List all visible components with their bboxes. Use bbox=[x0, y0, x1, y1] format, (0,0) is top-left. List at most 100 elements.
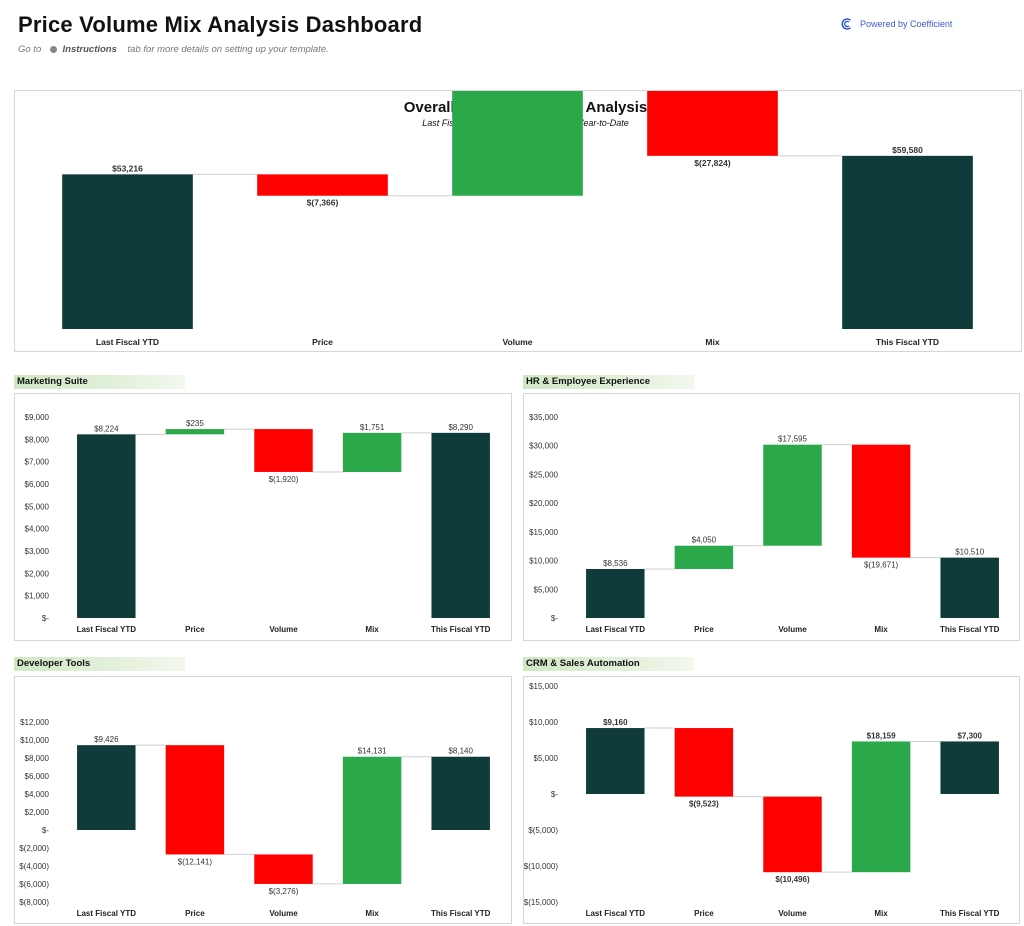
data-label: $8,290 bbox=[448, 423, 473, 432]
y-tick-label: $7,000 bbox=[25, 458, 50, 467]
y-tick-label: $6,000 bbox=[25, 480, 50, 489]
category-label: Price bbox=[694, 909, 714, 918]
instructions-link[interactable]: Instructions bbox=[62, 44, 117, 55]
section-label-hr: HR & Employee Experience bbox=[523, 375, 694, 389]
y-tick-label: $9,000 bbox=[25, 413, 50, 422]
category-label: Volume bbox=[269, 625, 298, 634]
data-label: $10,510 bbox=[955, 548, 984, 557]
data-label: $(10,496) bbox=[775, 875, 810, 884]
category-label: Last Fiscal YTD bbox=[96, 337, 159, 347]
instructions-icon bbox=[49, 46, 57, 53]
bar-this-fiscal-ytd bbox=[842, 155, 973, 329]
data-label: $1,751 bbox=[360, 423, 385, 432]
data-label: $235 bbox=[186, 419, 204, 428]
bar-mix bbox=[647, 91, 778, 156]
category-label: Volume bbox=[269, 909, 298, 918]
y-tick-label: $2,000 bbox=[25, 569, 50, 578]
y-tick-label: $(2,000) bbox=[19, 844, 49, 853]
y-tick-label: $10,000 bbox=[529, 718, 558, 727]
bar-price bbox=[165, 745, 225, 855]
y-tick-label: $(5,000) bbox=[528, 826, 558, 835]
category-label: Volume bbox=[778, 625, 807, 634]
y-tick-label: $8,000 bbox=[25, 754, 50, 763]
devtools-waterfall-chart: $(8,000) $(6,000) $(4,000) $(2,000) $- $2,000… bbox=[19, 718, 491, 918]
category-label: This Fiscal YTD bbox=[431, 909, 491, 918]
powered-by[interactable]: Powered by Coefficient bbox=[840, 17, 952, 31]
category-label: Mix bbox=[365, 909, 379, 918]
data-label: $8,224 bbox=[94, 424, 119, 433]
data-label: $9,426 bbox=[94, 735, 119, 744]
category-label: Mix bbox=[874, 909, 888, 918]
data-label: $(19,671) bbox=[864, 561, 899, 570]
category-label: This Fiscal YTD bbox=[876, 337, 939, 347]
section-label-marketing: Marketing Suite bbox=[14, 375, 185, 389]
category-label: Price bbox=[312, 337, 333, 347]
category-label: Last Fiscal YTD bbox=[77, 909, 137, 918]
data-label: $59,580 bbox=[892, 145, 923, 155]
category-label: Price bbox=[185, 625, 205, 634]
data-label: $(9,523) bbox=[689, 800, 719, 809]
bar-price bbox=[165, 429, 225, 435]
subtitle-suffix: tab for more details on setting up your … bbox=[127, 44, 329, 55]
bar-this-fiscal-ytd bbox=[431, 432, 490, 618]
y-tick-label: $25,000 bbox=[529, 470, 558, 479]
crm-waterfall-chart: $(15,000) $(10,000) $(5,000) $- $5,000 $10,00… bbox=[524, 682, 1000, 918]
y-tick-label: $(15,000) bbox=[524, 898, 558, 907]
dashboard-title: Price Volume Mix Analysis Dashboard bbox=[18, 12, 423, 37]
y-tick-label: $5,000 bbox=[534, 754, 559, 763]
y-tick-label: $3,000 bbox=[25, 547, 50, 556]
y-tick-label: $20,000 bbox=[529, 499, 558, 508]
category-label: This Fiscal YTD bbox=[940, 909, 1000, 918]
category-label: Volume bbox=[502, 337, 532, 347]
data-label: $(3,276) bbox=[269, 887, 299, 896]
data-label: $(7,366) bbox=[307, 198, 339, 208]
marketing-chart-panel: $- $1,000 $2,000 $3,000 $4,000 $5,000 $6,000 $7… bbox=[14, 393, 512, 641]
y-tick-label: $5,000 bbox=[25, 502, 50, 511]
section-label-devtools: Developer Tools bbox=[14, 657, 185, 671]
subtitle-prefix: Go to bbox=[18, 44, 42, 55]
data-label: $14,131 bbox=[358, 747, 387, 756]
bar-volume bbox=[254, 429, 313, 472]
category-label: Last Fiscal YTD bbox=[586, 909, 646, 918]
category-label: This Fiscal YTD bbox=[940, 625, 1000, 634]
bar-this-fiscal-ytd bbox=[431, 756, 490, 830]
bar-last-fiscal-ytd bbox=[586, 568, 645, 618]
y-tick-label: $4,000 bbox=[25, 790, 50, 799]
category-label: Volume bbox=[778, 909, 807, 918]
data-label: $(1,920) bbox=[269, 475, 299, 484]
bar-mix bbox=[342, 756, 402, 884]
data-label: $17,595 bbox=[778, 435, 807, 444]
powered-by-label: Powered by Coefficient bbox=[860, 19, 953, 29]
bar-volume bbox=[763, 796, 822, 873]
bar-mix bbox=[851, 444, 911, 558]
y-tick-label: $6,000 bbox=[25, 772, 50, 781]
y-tick-label: $35,000 bbox=[529, 413, 558, 422]
y-tick-label: $- bbox=[551, 790, 558, 799]
data-label: $9,160 bbox=[603, 718, 628, 727]
bar-last-fiscal-ytd bbox=[586, 728, 645, 794]
coefficient-logo-icon bbox=[841, 18, 852, 30]
marketing-waterfall-chart: $- $1,000 $2,000 $3,000 $4,000 $5,000 $6,000 $7… bbox=[25, 413, 491, 634]
data-label: $8,140 bbox=[448, 747, 473, 756]
bar-mix bbox=[342, 432, 402, 472]
data-label: $7,300 bbox=[957, 731, 982, 740]
section-label-crm: CRM & Sales Automation bbox=[523, 657, 694, 671]
y-tick-label: $2,000 bbox=[25, 808, 50, 817]
category-label: Last Fiscal YTD bbox=[77, 625, 137, 634]
y-tick-label: $- bbox=[42, 614, 49, 623]
bar-last-fiscal-ytd bbox=[77, 434, 136, 618]
devtools-chart-panel: $(8,000) $(6,000) $(4,000) $(2,000) $- $2,000… bbox=[14, 676, 512, 924]
bar-this-fiscal-ytd bbox=[940, 557, 999, 618]
data-label: $8,536 bbox=[603, 559, 628, 568]
y-tick-label: $(6,000) bbox=[19, 880, 49, 889]
category-label: Mix bbox=[705, 337, 719, 347]
y-tick-label: $15,000 bbox=[529, 682, 558, 691]
dashboard-subtitle: Go to Instructions tab for more details … bbox=[18, 44, 329, 55]
bar-price bbox=[674, 545, 734, 569]
category-label: Mix bbox=[365, 625, 379, 634]
bar-last-fiscal-ytd bbox=[62, 174, 193, 329]
y-tick-label: $(8,000) bbox=[19, 898, 49, 907]
y-tick-label: $8,000 bbox=[25, 435, 50, 444]
